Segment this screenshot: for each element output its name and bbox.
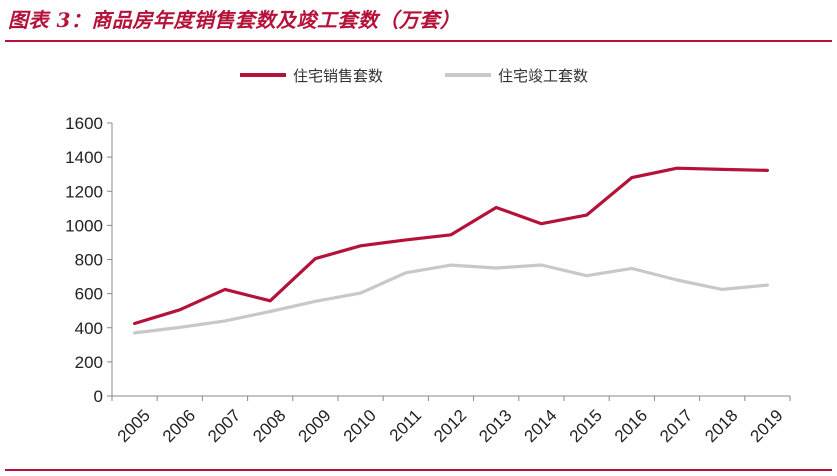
y-tick-label: 800: [75, 251, 103, 270]
legend: 住宅销售套数 住宅竣工套数: [240, 67, 588, 85]
x-tick-label: 2011: [386, 406, 425, 445]
y-tick-label: 0: [94, 387, 103, 406]
x-tick-label: 2005: [114, 406, 154, 446]
legend-label: 住宅销售套数: [293, 67, 383, 85]
x-tick-label: 2008: [249, 406, 289, 446]
x-tick-label: 2013: [475, 406, 515, 446]
y-tick-label: 400: [75, 319, 103, 338]
y-tick-label: 1200: [65, 182, 103, 201]
x-tick-label: 2009: [295, 406, 335, 446]
x-tick-label: 2018: [701, 406, 741, 446]
x-tick-label: 2017: [656, 406, 696, 446]
legend-label: 住宅竣工套数: [498, 67, 588, 85]
chart-title: 图表 3：商品房年度销售套数及竣工套数（万套）: [8, 8, 461, 32]
x-tick-label: 2006: [159, 406, 199, 446]
x-tick-label: 2016: [611, 406, 651, 446]
series-lines: [133, 166, 770, 335]
y-tick-label: 1600: [65, 114, 103, 133]
x-tick-label: 2015: [566, 406, 606, 446]
x-tick-label: 2014: [521, 406, 561, 446]
y-tick-label: 200: [75, 353, 103, 372]
y-tick-label: 1000: [65, 216, 103, 235]
series-line: [133, 166, 770, 326]
x-tick-label: 2010: [340, 406, 380, 446]
bottom-divider: [5, 469, 832, 471]
x-tick-label: 2007: [204, 406, 244, 446]
title-divider: [5, 40, 832, 42]
x-tick-label: 2012: [430, 406, 470, 446]
y-tick-label: 600: [75, 285, 103, 304]
x-tick-label: 2019: [747, 406, 787, 446]
series-line: [133, 263, 770, 335]
y-tick-label: 1400: [65, 148, 103, 167]
